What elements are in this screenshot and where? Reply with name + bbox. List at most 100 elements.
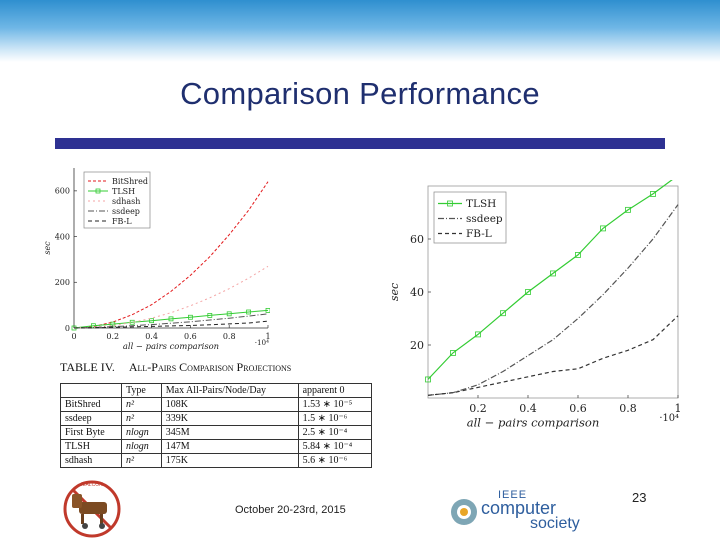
- data-point-tlsh: [450, 350, 456, 356]
- data-point-tlsh: [550, 270, 556, 277]
- data-point-tlsh: [226, 311, 232, 317]
- row-max: 339K: [160, 411, 299, 426]
- table-header-cell: apparent 0: [297, 383, 373, 398]
- x-tick-label: 0: [71, 332, 76, 341]
- projection-table: Type Max All-Pairs/Node/Day apparent 0 B…: [60, 383, 373, 468]
- row-apparent: 1.5 ∗ 10⁻⁶: [297, 411, 373, 426]
- row-max: 147M: [160, 439, 299, 454]
- x-tick-label: 0.8: [223, 332, 236, 341]
- legend-label-tlsh: TLSH: [466, 198, 496, 210]
- data-point-tlsh: [475, 331, 481, 338]
- title-underline-bar: [55, 138, 665, 149]
- series-line-tlsh: [427, 180, 673, 380]
- x-axis-label: all − pairs comparison: [467, 416, 600, 430]
- row-apparent: 5.6 ∗ 10⁻⁶: [297, 453, 373, 468]
- table-row: sdhash n² 175K 5.6 ∗ 10⁻⁶: [60, 453, 373, 468]
- x-tick-label: 0.2: [106, 332, 119, 341]
- data-point-tlsh: [600, 225, 606, 232]
- series-line-bitshred: [73, 181, 269, 329]
- slide-header-gradient: [0, 0, 720, 62]
- legend-marker-tlsh: [95, 188, 101, 194]
- y-tick-label: 200: [55, 278, 70, 287]
- row-name: BitShred: [60, 397, 122, 412]
- data-point-tlsh: [625, 206, 631, 213]
- legend-label-fb-l: FB-L: [112, 217, 132, 226]
- data-point-tlsh: [246, 309, 252, 315]
- series-line-tlsh: [73, 309, 269, 329]
- y-tick-label: 600: [55, 187, 70, 196]
- data-point-tlsh: [500, 310, 506, 317]
- table-caption-number: TABLE IV.: [60, 360, 115, 374]
- row-type: n²: [121, 397, 162, 412]
- legend-label-sdhash: sdhash: [112, 197, 140, 206]
- legend-label-bitshred: BitShred: [112, 177, 148, 186]
- table-caption-text: All-Pairs Comparison Projections: [128, 360, 292, 374]
- x-axis-label: all − pairs comparison: [123, 341, 219, 351]
- legend-label-ssdeep: ssdeep: [466, 213, 503, 225]
- table-header-row: Type Max All-Pairs/Node/Day apparent 0: [60, 383, 373, 398]
- data-point-tlsh: [425, 376, 431, 383]
- row-max: 108K: [160, 397, 299, 412]
- x-multiplier-label: ·10⁴: [255, 338, 269, 347]
- row-name: sdhash: [60, 453, 122, 468]
- table-row: TLSH nlogn 147M 5.84 ∗ 10⁻⁴: [60, 439, 373, 454]
- data-point-tlsh: [525, 289, 531, 295]
- table-header-cell: Max All-Pairs/Node/Day: [160, 383, 299, 398]
- data-point-tlsh: [650, 191, 656, 197]
- ieee-small-text: IEEE: [498, 489, 527, 501]
- row-max: 345M: [160, 425, 299, 440]
- row-name: TLSH: [60, 439, 122, 454]
- row-max: 175K: [160, 453, 299, 468]
- y-tick-label: 60: [410, 233, 424, 246]
- legend-label-ssdeep: ssdeep: [112, 207, 140, 216]
- y-tick-label: 400: [55, 232, 70, 241]
- data-point-tlsh: [149, 318, 154, 324]
- table-header-cell: [60, 383, 122, 398]
- row-type: n²: [121, 453, 162, 468]
- y-tick-label: 40: [410, 286, 424, 299]
- malcon-logo-text: MALCON: [81, 482, 103, 488]
- x-tick-label: 0.6: [184, 332, 197, 341]
- ieee-computer-society-logo: IEEE computer society: [448, 486, 608, 532]
- series-line-ssdeep: [427, 204, 679, 396]
- legend-label-fb-l: FB-L: [466, 228, 492, 240]
- series-line-fb-l: [427, 315, 679, 396]
- row-apparent: 5.84 ∗ 10⁻⁴: [297, 439, 373, 454]
- row-name: First Byte: [60, 425, 122, 440]
- data-point-tlsh: [207, 313, 213, 318]
- y-axis-label: sec: [388, 283, 401, 301]
- page-number: 23: [632, 490, 647, 505]
- legend-marker-tlsh: [447, 200, 453, 207]
- y-tick-label: 0: [65, 324, 70, 333]
- row-type: nlogn: [121, 425, 162, 440]
- event-date: October 20-23rd, 2015: [235, 504, 346, 516]
- table-row: First Byte nlogn 345M 2.5 ∗ 10⁻⁴: [60, 425, 373, 440]
- y-tick-label: 20: [410, 339, 424, 352]
- x-tick-label: 0.4: [519, 402, 537, 415]
- data-point-tlsh: [168, 316, 174, 322]
- row-apparent: 2.5 ∗ 10⁻⁴: [297, 425, 373, 440]
- ieee-society-text: society: [530, 515, 580, 532]
- data-point-tlsh: [575, 252, 581, 258]
- malcon-trojan-horse-logo: MALCON: [52, 476, 132, 538]
- x-tick-label: 0.8: [619, 402, 637, 415]
- table-header-cell: Type: [121, 383, 162, 398]
- small-timing-chart: 0 0.2 0.4 0.6 0.8 1 0 200 400 600 ·10⁴ all − pairs …: [43, 168, 270, 351]
- series-line-ssdeep: [73, 313, 269, 329]
- table-row: BitShred n² 108K 1.53 ∗ 10⁻⁵: [60, 397, 373, 412]
- x-tick-label: 0.4: [145, 332, 158, 341]
- data-point-tlsh: [187, 314, 193, 320]
- row-name: ssdeep: [60, 411, 122, 426]
- series-line-fb-l: [73, 320, 269, 329]
- row-apparent: 1.53 ∗ 10⁻⁵: [297, 397, 373, 412]
- row-type: nlogn: [121, 439, 162, 454]
- x-tick-label: 1: [265, 332, 270, 341]
- x-multiplier-label: ·10⁴: [659, 413, 679, 424]
- row-type: n²: [121, 411, 162, 426]
- slide-title: Comparison Performance: [180, 76, 540, 111]
- ieee-computer-text: computer: [481, 498, 556, 518]
- data-point-tlsh: [265, 307, 270, 313]
- x-tick-label: 1: [675, 402, 682, 415]
- legend-box: [433, 191, 507, 244]
- table-caption: TABLE IV. All-Pairs Comparison Projection…: [60, 360, 370, 375]
